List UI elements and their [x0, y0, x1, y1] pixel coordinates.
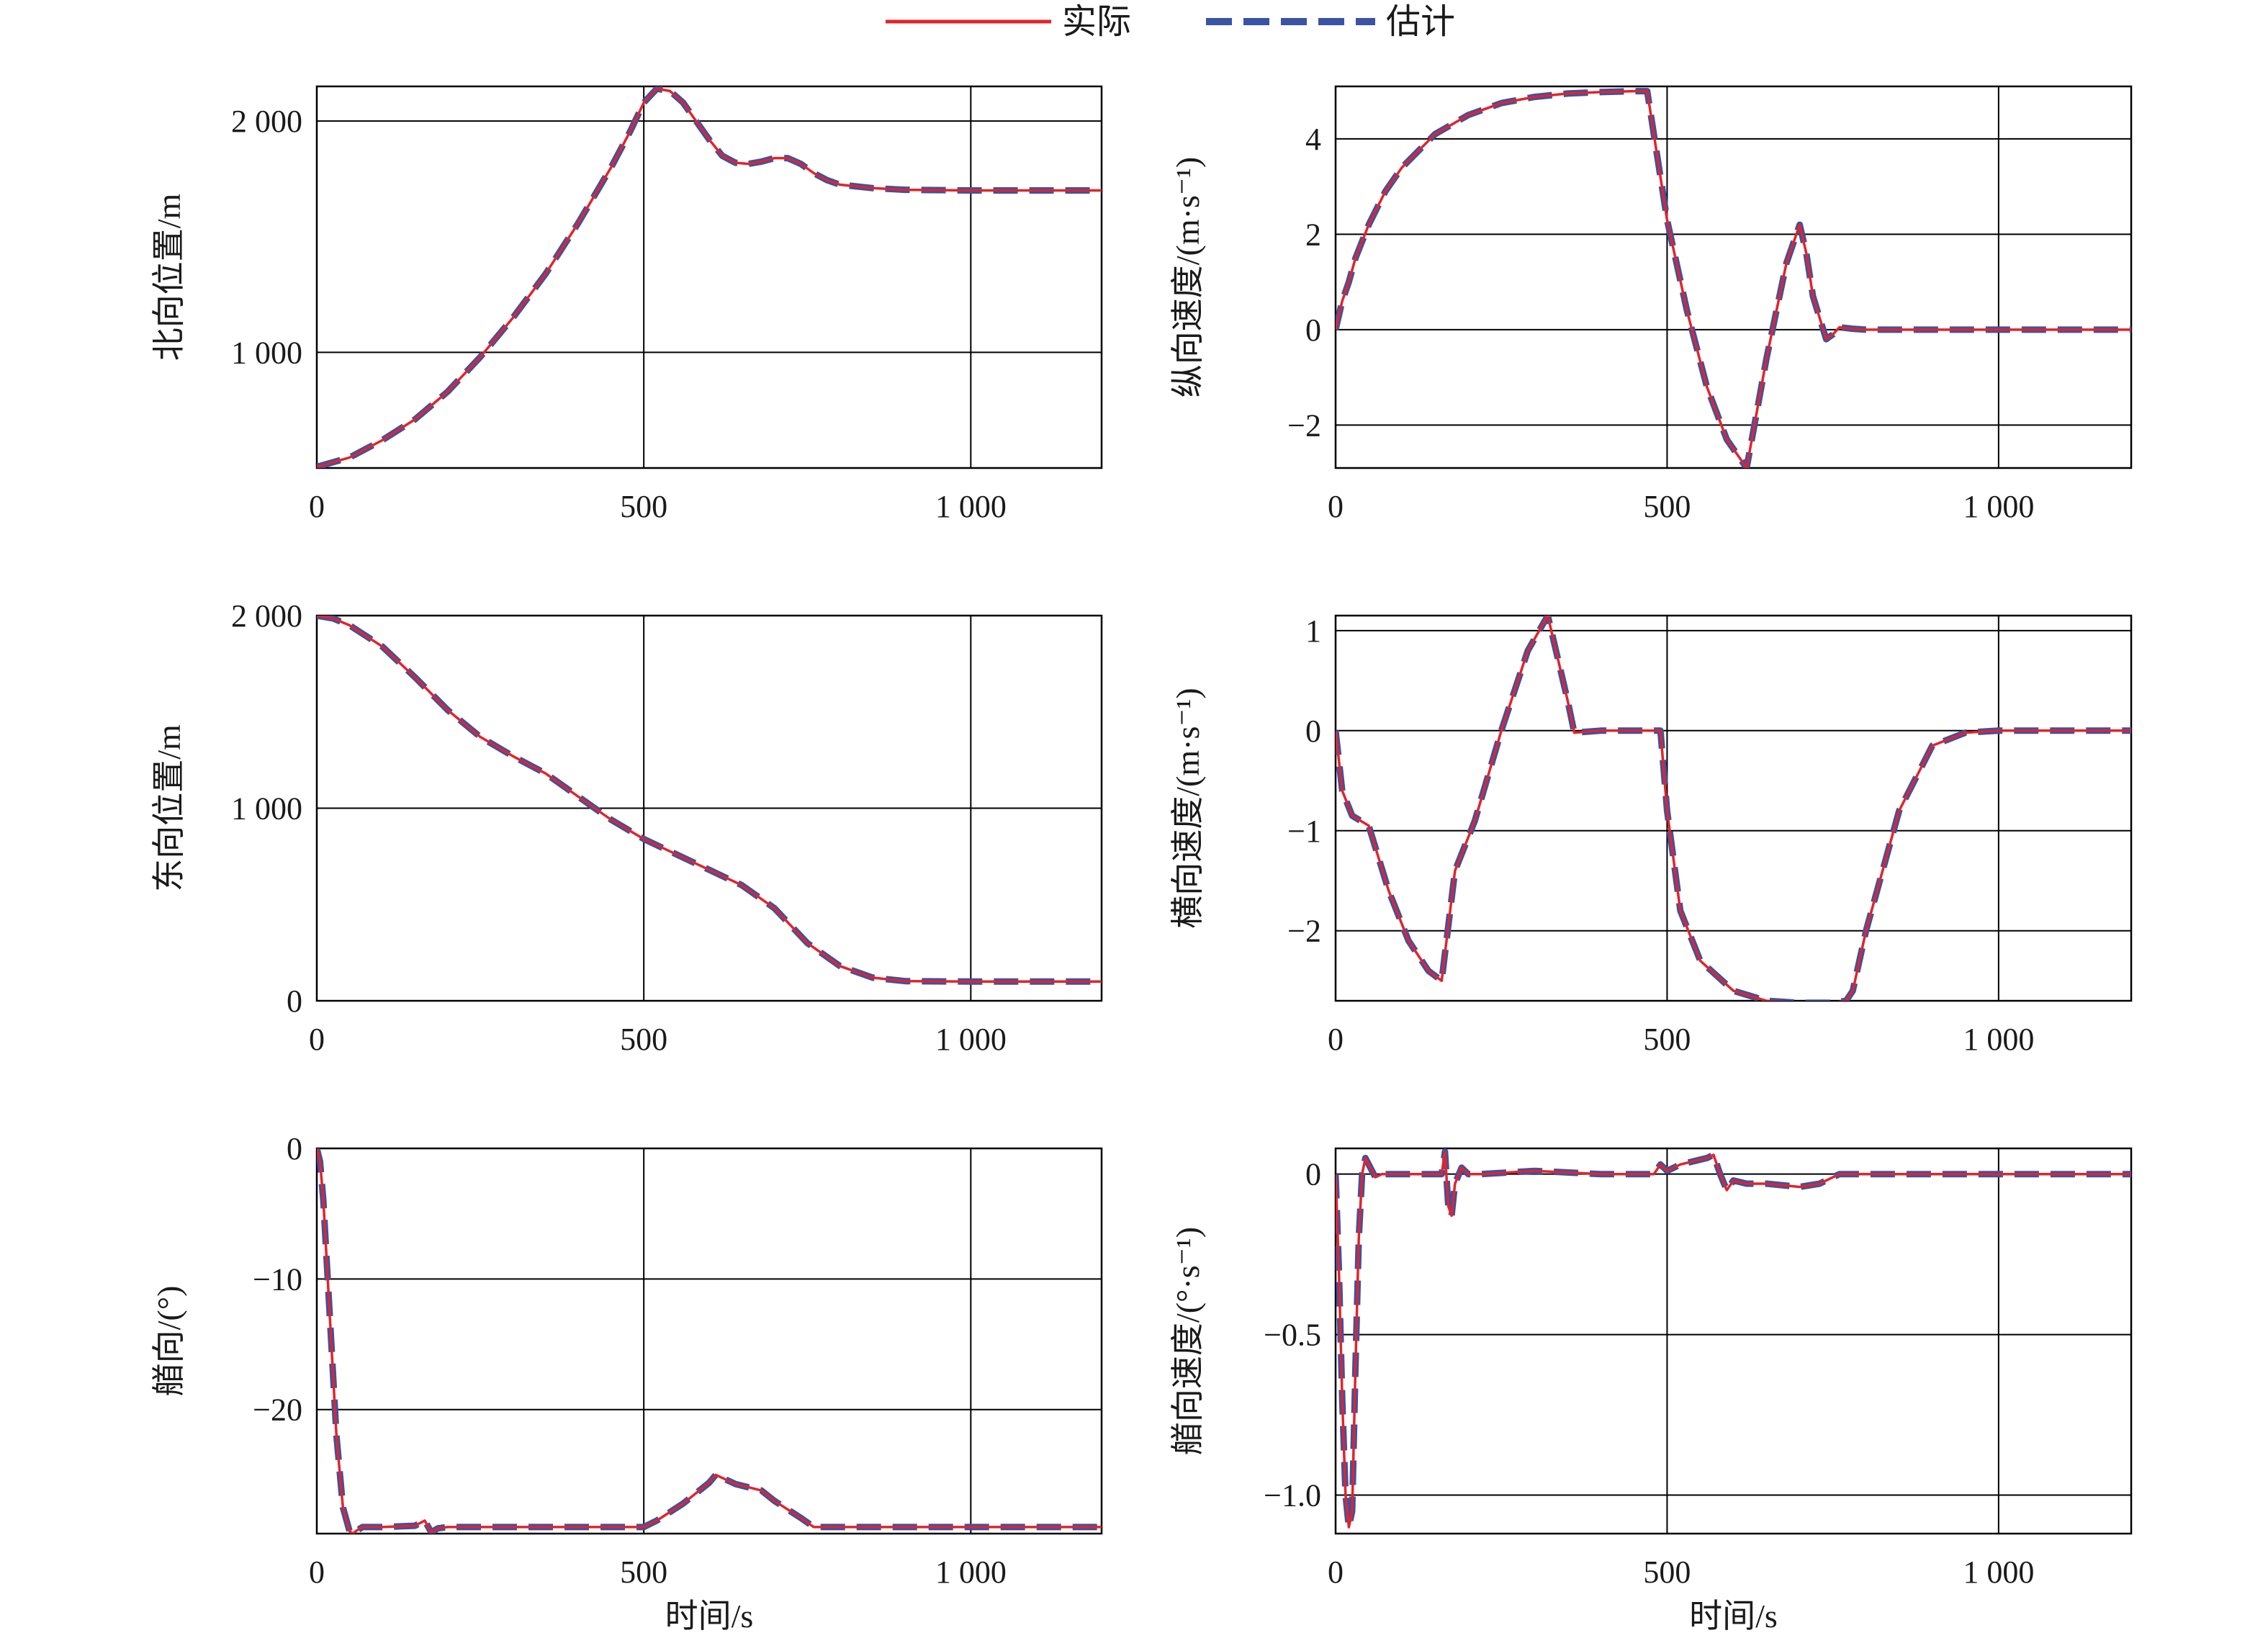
- x-tick-label: 0: [1328, 1022, 1344, 1057]
- x-axis-label: 时间/s: [1689, 1598, 1778, 1634]
- x-tick-label: 500: [1643, 1554, 1691, 1590]
- panel-5: 0 500 1 000 −20 −10 0 艏向/(°) 时间/s: [150, 1131, 1103, 1634]
- x-tick-label: 1 000: [1963, 489, 2034, 524]
- x-tick-label: 0: [309, 1022, 325, 1057]
- legend: 实际 估计: [886, 3, 1455, 41]
- x-tick-label: 500: [620, 1554, 667, 1590]
- y-axis-label: 横向速度/(m·s⁻¹): [1169, 688, 1206, 929]
- y-tick-label: 1 000: [231, 335, 302, 370]
- y-axis-label: 东向位置/m: [150, 724, 187, 892]
- y-tick-label: 0: [287, 984, 302, 1019]
- plot-frame: [315, 614, 1103, 1002]
- y-tick-label: −10: [253, 1261, 302, 1297]
- plot-frame: [1334, 85, 2133, 469]
- series-actual-line: [317, 616, 1102, 984]
- y-tick-label: −20: [253, 1392, 302, 1428]
- y-tick-label: −2: [1287, 914, 1321, 949]
- x-tick-label: 0: [1328, 489, 1344, 524]
- y-tick-label: 0: [1305, 1157, 1321, 1192]
- x-tick-label: 500: [1643, 489, 1691, 524]
- x-tick-label: 500: [620, 1022, 667, 1057]
- series-estimate-line: [317, 1148, 1102, 1534]
- series-actual-line: [1336, 89, 2131, 468]
- x-tick-label: 1 000: [935, 489, 1007, 524]
- y-tick-label: 2 000: [231, 598, 302, 634]
- panel-1: 0 500 1 000 1 000 2 000 北向位置/m: [150, 85, 1103, 524]
- x-tick-label: 1 000: [935, 1022, 1007, 1057]
- x-tick-label: 500: [1643, 1022, 1691, 1057]
- series-actual-line: [317, 1148, 1102, 1534]
- y-tick-label: 2 000: [231, 104, 302, 139]
- plot-frame: [315, 85, 1103, 469]
- panel-3: 0 500 1 000 0 1 000 2 000 东向位置/m: [150, 598, 1103, 1057]
- panel-2: 0 500 1 000 −2 0 2 4 纵向速度/(m·s⁻¹): [1169, 85, 2133, 524]
- y-tick-label: −0.5: [1264, 1318, 1321, 1353]
- legend-actual-label: 实际: [1062, 3, 1131, 41]
- series-estimate-line: [1336, 1148, 2131, 1531]
- y-tick-label: 1 000: [231, 791, 302, 827]
- y-tick-label: 1: [1305, 613, 1321, 649]
- series-estimate-line: [317, 616, 1102, 985]
- y-tick-label: −1: [1287, 814, 1321, 849]
- y-tick-label: 4: [1305, 122, 1321, 157]
- y-axis-label: 北向位置/m: [150, 194, 187, 361]
- y-axis-label: 艏向/(°): [150, 1286, 187, 1397]
- y-axis-label: 艏向速度/(°·s⁻¹): [1169, 1227, 1206, 1455]
- legend-estimate-label: 估计: [1386, 3, 1455, 41]
- plot-frame: [315, 1147, 1103, 1535]
- panel-4: 0 500 1 000 −2 −1 0 1 横向速度/(m·s⁻¹): [1169, 613, 2133, 1057]
- series-actual-line: [1336, 616, 2131, 1001]
- y-axis-label: 纵向速度/(m·s⁻¹): [1169, 157, 1206, 398]
- y-tick-label: 0: [1305, 312, 1321, 348]
- series-estimate-line: [1336, 88, 2131, 468]
- series-actual-line: [1336, 1150, 2131, 1529]
- y-tick-label: −2: [1287, 408, 1321, 443]
- y-tick-label: 0: [287, 1131, 302, 1166]
- plot-frame: [1334, 614, 2133, 1002]
- x-tick-label: 1 000: [935, 1554, 1007, 1590]
- series-estimate-line: [1336, 616, 2131, 1001]
- panel-6: 0 500 1 000 −1.0 −0.5 0 艏向速度/(°·s⁻¹) 时间/s: [1169, 1147, 2133, 1634]
- x-tick-label: 0: [309, 1554, 325, 1590]
- x-tick-label: 0: [1328, 1554, 1344, 1590]
- x-tick-label: 1 000: [1963, 1554, 2034, 1590]
- x-tick-label: 0: [309, 489, 325, 524]
- x-tick-label: 500: [620, 489, 667, 524]
- plot-frame: [1334, 1147, 2133, 1535]
- x-tick-label: 1 000: [1963, 1022, 2034, 1057]
- series-actual-line: [317, 87, 1102, 468]
- y-tick-label: 2: [1305, 217, 1321, 252]
- y-tick-label: −1.0: [1264, 1478, 1321, 1513]
- y-tick-label: 0: [1305, 714, 1321, 749]
- series-estimate-line: [317, 86, 1102, 468]
- x-axis-label: 时间/s: [665, 1598, 754, 1634]
